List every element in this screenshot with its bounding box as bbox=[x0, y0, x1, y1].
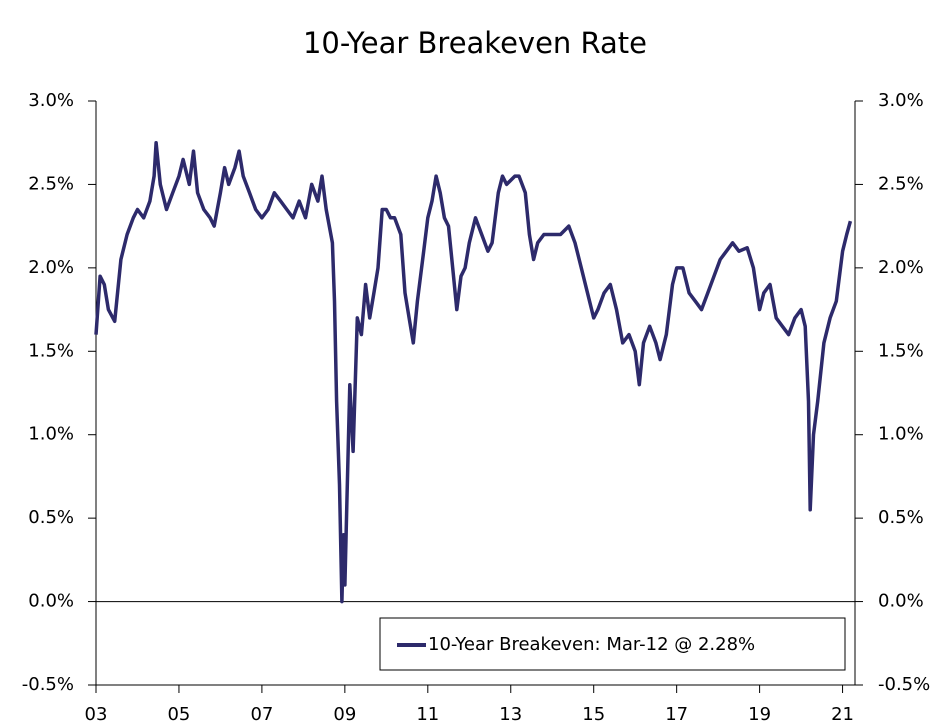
y-tick-label: 0.5% bbox=[28, 507, 74, 528]
y2-tick-label: 1.5% bbox=[878, 340, 924, 361]
data-line bbox=[94, 140, 853, 604]
legend-box bbox=[379, 617, 846, 671]
x-tick-label: 19 bbox=[748, 704, 771, 725]
y-tick-label: 1.5% bbox=[28, 340, 74, 361]
y2-tick-label: 2.5% bbox=[878, 173, 924, 194]
y2-tick-label: 1.0% bbox=[878, 424, 924, 445]
x-tick-label: 09 bbox=[333, 704, 356, 725]
y-tick-label: 0.0% bbox=[28, 591, 74, 612]
y-tick-label: 3.0% bbox=[28, 90, 74, 111]
x-tick-label: 13 bbox=[499, 704, 522, 725]
y-tick-label: -0.5% bbox=[22, 674, 74, 695]
y-tick-label: 2.5% bbox=[28, 173, 74, 194]
x-tick-label: 07 bbox=[250, 704, 273, 725]
y2-tick-label: 0.5% bbox=[878, 507, 924, 528]
y2-tick-label: 2.0% bbox=[878, 257, 924, 278]
y-tick-label: 1.0% bbox=[28, 424, 74, 445]
y2-tick-label: 3.0% bbox=[878, 90, 924, 111]
chart-title: 10-Year Breakeven Rate bbox=[303, 26, 647, 60]
x-tick-label: 11 bbox=[416, 704, 439, 725]
x-tick-label: 15 bbox=[582, 704, 605, 725]
y-tick-label: 2.0% bbox=[28, 257, 74, 278]
x-tick-label: 03 bbox=[85, 704, 108, 725]
legend-label: 10-Year Breakeven: Mar-12 @ 2.28% bbox=[428, 634, 755, 655]
x-tick-label: 05 bbox=[167, 704, 190, 725]
y2-tick-label: 0.0% bbox=[878, 591, 924, 612]
x-tick-label: 21 bbox=[831, 704, 854, 725]
x-tick-label: 17 bbox=[665, 704, 688, 725]
y2-tick-label: -0.5% bbox=[878, 674, 930, 695]
